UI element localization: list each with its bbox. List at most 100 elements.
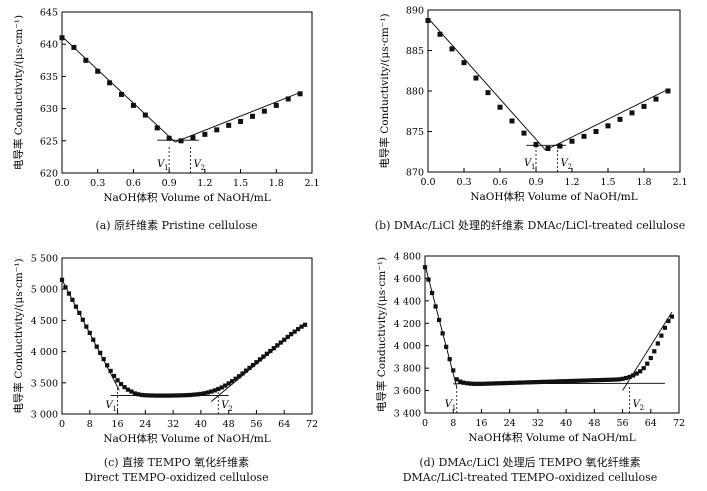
data-point-d	[472, 381, 477, 386]
data-point-d	[482, 381, 488, 386]
data-point-d	[451, 368, 456, 373]
x-tick-label-b: 0.0	[420, 177, 435, 188]
y-tick-label-c: 4 000	[31, 347, 58, 358]
data-point-d	[634, 371, 639, 376]
data-point-c	[282, 337, 287, 342]
data-point-d	[592, 378, 597, 383]
data-point-c	[84, 324, 89, 329]
y-axis-label-c: 电导率 Conductivity/(μs·cm⁻¹)	[12, 258, 25, 413]
data-point-c	[188, 392, 193, 398]
x-tick-label-b: 1.5	[600, 177, 615, 188]
data-point-c	[302, 322, 308, 327]
data-point-c	[143, 393, 148, 398]
x-tick-label-d: 48	[588, 418, 600, 429]
x-axis-label-d: NaOH体积 Volume of NaOH/mL	[468, 432, 635, 444]
y-axis-label-b: 电导率 Conductivity/(μs·cm⁻¹)	[378, 13, 391, 168]
data-point-c	[171, 393, 176, 398]
data-point-d	[440, 331, 445, 336]
data-point-c	[150, 393, 155, 398]
data-point-d	[511, 380, 516, 385]
data-point-d	[669, 314, 675, 319]
marker-label-a: V	[157, 159, 166, 170]
data-point-c	[70, 297, 75, 302]
data-point-a	[142, 112, 148, 118]
data-point-a	[249, 113, 255, 119]
x-tick-label-a: 1.8	[269, 178, 284, 189]
data-point-d	[655, 341, 660, 346]
data-point-b	[425, 18, 431, 24]
x-tick-label-d: 16	[475, 418, 487, 429]
data-point-c	[209, 389, 214, 394]
data-point-b	[497, 104, 503, 110]
caption-b: (b) DMAc/LiCl 处理的纤维素 DMAc/LiCl-treated c…	[353, 218, 707, 233]
data-point-b	[509, 118, 515, 124]
data-point-d	[553, 379, 558, 384]
plot-frame-a	[61, 11, 313, 174]
x-tick-label-b: 0.9	[528, 177, 543, 188]
caption-a: (a) 原纤维素 Pristine cellulose	[0, 218, 353, 233]
x-tick-label-c: 64	[278, 419, 290, 430]
y-tick-label-d: 4 000	[394, 341, 421, 352]
data-point-a	[107, 80, 113, 86]
data-point-d	[426, 277, 431, 282]
caption-d: (d) DMAc/LiCl 处理后 TEMPO 氧化纤维素 DMAc/LiCl-…	[353, 455, 707, 485]
y-tick-label-b: 890	[406, 6, 424, 17]
x-tick-label-c: 32	[167, 419, 179, 430]
data-point-c	[146, 393, 151, 398]
panel-d: 0 8 16 24 32 40 48 56 64 72 3 400 3 600 3 800 4 000 4 …	[353, 245, 707, 491]
data-point-b	[557, 143, 563, 149]
data-point-c	[136, 392, 141, 397]
data-point-d	[465, 381, 470, 386]
data-point-a	[273, 102, 279, 108]
data-point-c	[132, 391, 138, 396]
data-point-c	[160, 393, 165, 398]
y-tick-label-d: 3 400	[394, 409, 421, 420]
data-point-b	[461, 60, 467, 66]
chart-d: 0 8 16 24 32 40 48 56 64 72 3 400 3 600 3 800 4 000 4 …	[375, 252, 685, 445]
data-point-d	[479, 381, 484, 386]
panel-c: 0 8 16 24 32 40 48 56 64 72 3 000 3 500 4 000 4 500 5 …	[0, 245, 353, 491]
data-point-b	[485, 90, 491, 96]
y-tick-label-b: 880	[406, 87, 424, 98]
data-point-c	[271, 346, 276, 351]
x-tick-label-b: 1.2	[564, 177, 579, 188]
data-point-c	[77, 310, 82, 316]
data-point-d	[429, 290, 435, 296]
data-point-d	[606, 377, 611, 382]
y-tick-label-c: 3 500	[31, 378, 58, 389]
data-point-d	[631, 373, 636, 378]
chart-b: 0.0 0.3 0.6 0.9 1.2 1.5 1.8 2.1 870 875 880 885 890 N…	[378, 6, 688, 204]
data-point-b	[437, 31, 443, 37]
chart-a: 0.0 0.3 0.6 0.9 1.2 1.5 1.8 2.1 620 625 630 635 640 6…	[12, 8, 320, 205]
data-point-c	[157, 393, 162, 398]
data-point-c	[125, 387, 131, 392]
data-point-b	[533, 141, 539, 147]
x-tick-label-c: 72	[306, 419, 318, 430]
data-point-b	[545, 146, 551, 152]
data-point-d	[616, 377, 622, 382]
fit-line-b	[427, 17, 546, 151]
data-point-c	[129, 389, 134, 394]
marker-sub-b: 1	[531, 163, 535, 171]
data-point-d	[468, 381, 473, 386]
data-point-a	[190, 135, 196, 141]
data-point-b	[629, 110, 635, 116]
data-point-c	[236, 374, 242, 379]
data-point-d	[532, 380, 537, 385]
data-point-b	[605, 123, 611, 129]
y-tick-label-a: 645	[40, 8, 58, 19]
marker-sub-b: 2	[568, 163, 572, 171]
data-point-c	[139, 392, 144, 398]
data-point-d	[588, 378, 593, 383]
data-point-b	[569, 138, 575, 144]
caption-b-line-1: (b) DMAc/LiCl 处理的纤维素 DMAc/LiCl-treated c…	[374, 219, 686, 232]
data-point-d	[581, 378, 586, 383]
data-point-d	[648, 355, 653, 361]
data-point-c	[257, 357, 263, 362]
data-point-a	[238, 118, 244, 124]
data-point-b	[593, 129, 599, 134]
data-point-d	[599, 377, 604, 383]
marker-sub-d: 2	[640, 404, 644, 412]
marker-label-b: V	[561, 158, 570, 169]
data-point-c	[278, 340, 283, 345]
